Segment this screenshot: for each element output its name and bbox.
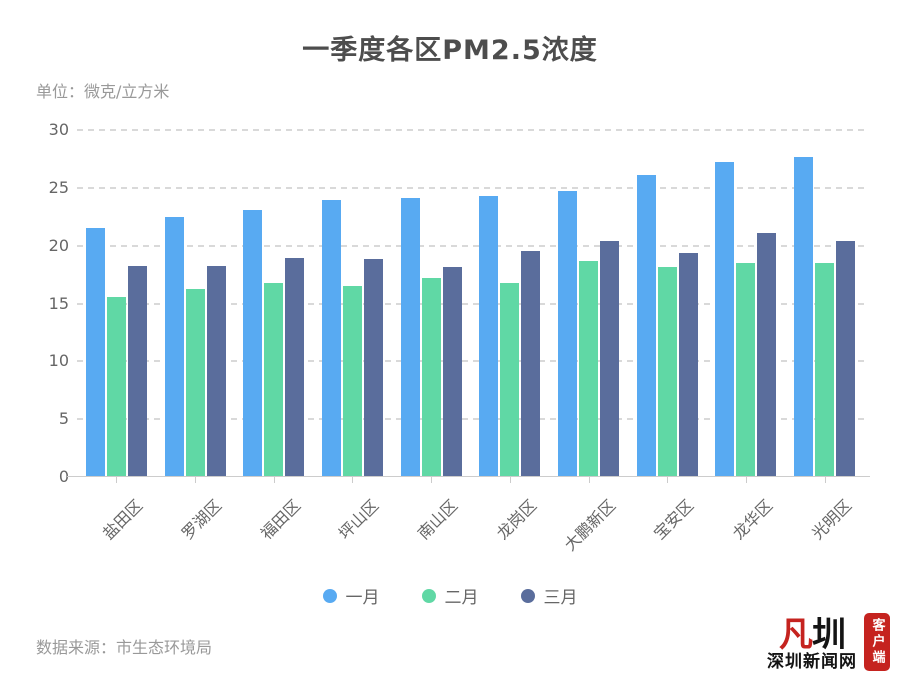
bar-一月-南山区	[400, 198, 420, 476]
x-tick-label-南山区: 南山区	[414, 495, 462, 544]
y-tick-label-25: 25	[48, 177, 69, 197]
gridline-5	[77, 418, 864, 421]
bar-二月-坪山区	[342, 285, 362, 476]
x-tick-mark	[745, 477, 747, 483]
y-tick-label-30: 30	[48, 120, 69, 139]
bar-二月-龙岗区	[500, 283, 520, 476]
y-tick-label-5: 5	[58, 409, 69, 429]
logo-site-name: 深圳新闻网	[767, 652, 857, 672]
bar-一月-宝安区	[636, 174, 656, 476]
bar-group-龙岗区	[479, 130, 541, 476]
bar-group-福田区	[243, 130, 305, 476]
legend: 一月 二月 三月	[0, 583, 900, 608]
y-tick-label-0: 0	[58, 467, 69, 486]
bar-group-光明区	[794, 130, 856, 476]
x-tick-mark	[352, 477, 354, 483]
chart-title: 一季度各区PM2.5浓度	[302, 35, 598, 66]
x-tick-label-龙华区: 龙华区	[728, 495, 777, 544]
logo-mark-red-glyph: 凡	[779, 614, 813, 655]
legend-label: 二月	[444, 588, 479, 608]
data-source-label: 数据来源：市生态环境局	[36, 638, 213, 657]
bar-三月-盐田区	[127, 266, 147, 476]
logo-mark: 凡圳	[779, 618, 846, 652]
y-tick-label-15: 15	[48, 293, 69, 313]
bar-二月-罗湖区	[185, 289, 205, 476]
bar-一月-坪山区	[321, 200, 341, 476]
x-tick-mark	[195, 477, 197, 483]
gridline-30	[77, 129, 864, 131]
gridline-10	[77, 360, 864, 363]
gridline-20	[77, 244, 864, 247]
x-tick-mark	[667, 477, 669, 483]
legend-marker	[421, 588, 436, 603]
y-tick-label-20: 20	[48, 235, 69, 255]
bar-一月-大鹏新区	[557, 191, 577, 476]
bar-三月-福田区	[285, 258, 305, 476]
logo-mark-black-glyph: 圳	[812, 614, 846, 655]
bar-二月-光明区	[815, 262, 835, 476]
bars-layer	[77, 130, 864, 476]
x-tick-mark	[588, 477, 590, 483]
x-tick-label-罗湖区: 罗湖区	[177, 495, 226, 544]
bar-二月-福田区	[264, 283, 284, 476]
gridline-15	[77, 302, 864, 305]
bar-一月-罗湖区	[164, 216, 184, 476]
bar-一月-福田区	[243, 209, 263, 476]
bar-三月-龙岗区	[521, 251, 541, 476]
x-tick-mark	[509, 477, 511, 483]
x-tick-label-龙岗区: 龙岗区	[492, 495, 541, 544]
bar-二月-盐田区	[106, 297, 126, 476]
legend-item-二月: 二月	[421, 583, 479, 608]
bar-三月-龙华区	[757, 232, 777, 476]
bar-一月-光明区	[794, 156, 814, 476]
legend-item-一月: 一月	[322, 583, 380, 608]
x-tick-mark	[824, 477, 826, 483]
x-tick-label-福田区: 福田区	[256, 495, 305, 544]
bar-二月-宝安区	[657, 267, 677, 476]
bar-group-宝安区	[636, 130, 698, 476]
y-axis-labels: 0 5 10 15 20 25 30	[27, 121, 69, 486]
bar-group-罗湖区	[164, 130, 226, 476]
legend-marker	[520, 588, 535, 603]
bar-三月-宝安区	[678, 253, 698, 476]
legend-label: 三月	[543, 588, 578, 608]
x-axis-line	[67, 476, 870, 477]
bar-一月-盐田区	[85, 228, 105, 476]
x-tick-mark	[273, 477, 275, 483]
bar-一月-龙华区	[715, 162, 735, 476]
x-tick-mark	[431, 477, 433, 483]
bar-group-坪山区	[321, 130, 383, 476]
x-tick-label-大鹏新区: 大鹏新区	[560, 495, 619, 555]
x-tick-mark	[116, 477, 118, 483]
bar-二月-龙华区	[736, 262, 756, 476]
legend-item-三月: 三月	[520, 583, 578, 608]
bar-二月-南山区	[421, 277, 441, 476]
shenzhen-news-logo: 凡圳 深圳新闻网 客户端	[767, 613, 890, 671]
x-tick-label-坪山区: 坪山区	[335, 495, 383, 544]
plot-area: 0 5 10 15 20 25 30 盐田区 罗湖区 福田区 坪山区 南山区 龙岗区 大鹏新区 宝安区 龙华…	[49, 121, 870, 555]
bar-group-南山区	[400, 130, 462, 476]
bar-三月-南山区	[442, 267, 462, 476]
bar-group-大鹏新区	[557, 130, 619, 476]
x-tick-label-光明区: 光明区	[807, 495, 855, 544]
bar-三月-大鹏新区	[599, 240, 619, 476]
x-tick-label-盐田区: 盐田区	[99, 495, 147, 544]
logo-wordmark: 凡圳 深圳新闻网	[767, 618, 857, 672]
bar-三月-光明区	[836, 240, 856, 476]
unit-label: 单位：微克/立方米	[36, 82, 170, 101]
logo-client-badge: 客户端	[864, 613, 890, 671]
bar-三月-罗湖区	[206, 266, 226, 476]
bar-group-盐田区	[85, 130, 147, 476]
bar-二月-大鹏新区	[578, 261, 598, 476]
bar-一月-龙岗区	[479, 195, 499, 476]
gridline-25	[77, 186, 864, 189]
legend-marker	[322, 588, 337, 603]
y-tick-label-10: 10	[48, 351, 69, 371]
bar-三月-坪山区	[363, 259, 383, 476]
x-tick-label-宝安区: 宝安区	[650, 495, 698, 544]
legend-label: 一月	[345, 588, 380, 608]
bar-group-龙华区	[715, 130, 777, 476]
